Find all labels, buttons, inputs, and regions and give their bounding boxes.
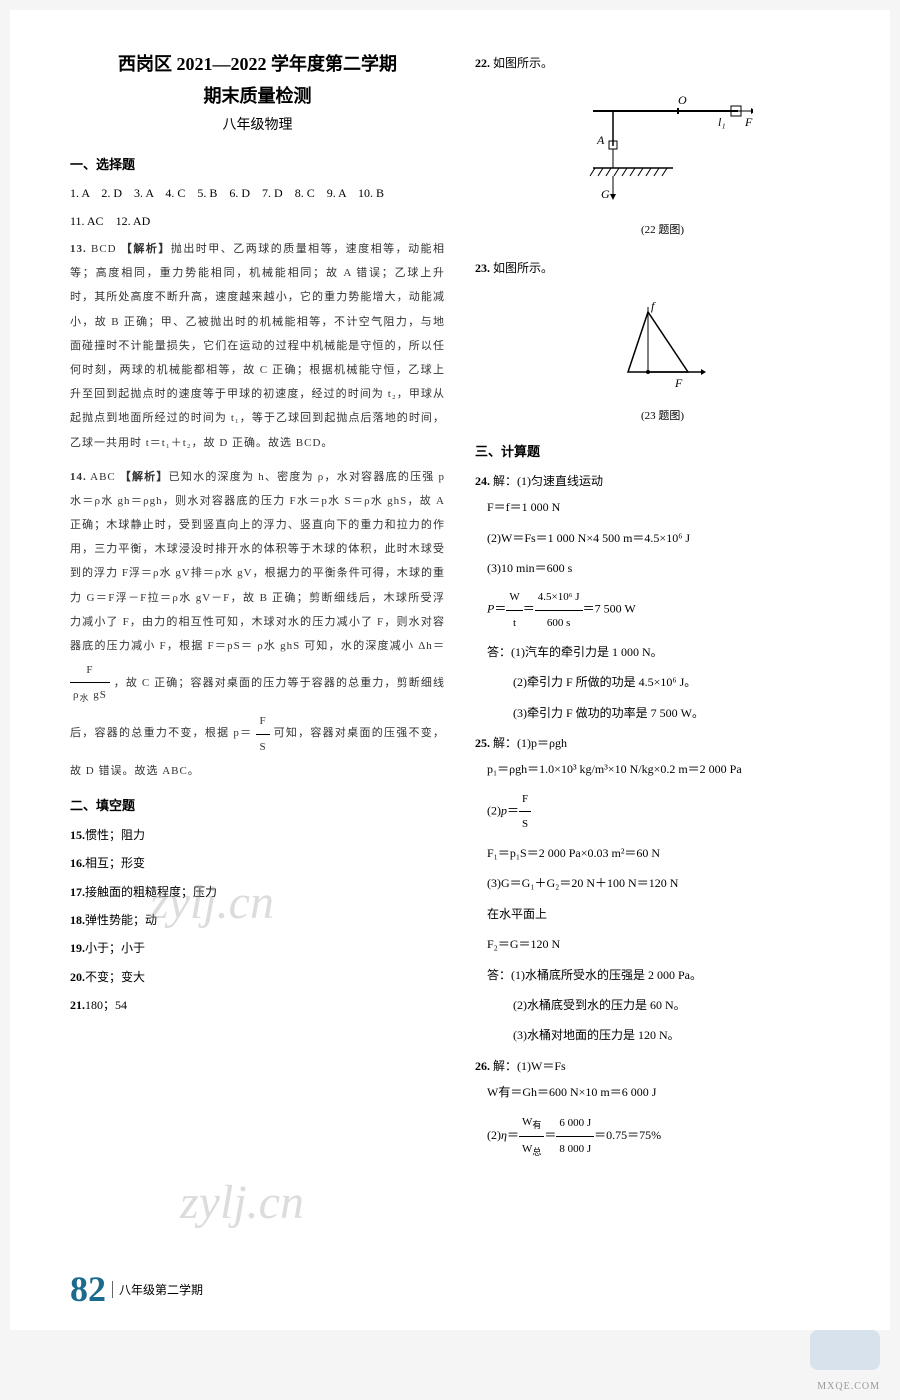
svg-text:G: G bbox=[601, 187, 610, 201]
q20: 20.不变；变大 bbox=[70, 964, 445, 990]
q26-line2: (2)η＝W有W总＝6 000 J8 000 J＝0.75＝75% bbox=[475, 1110, 850, 1163]
q14-text-p4: p＝ bbox=[233, 728, 252, 740]
content-columns: 西岗区 2021—2022 学年度第二学期 期末质量检测 八年级物理 一、选择题… bbox=[70, 50, 850, 1167]
q14-label: 【解析】 bbox=[120, 471, 169, 483]
q24-heading: 24. 解：(1)匀速直线运动 bbox=[475, 468, 850, 494]
q25-ans3: (3)水桶对地面的压力是 120 N。 bbox=[475, 1022, 850, 1048]
q13-text: 抛出时甲、乙两球的质量相等，速度相等，动能相等；高度相同，重力势能相同，机械能相… bbox=[70, 243, 445, 449]
q25-line5: 在水平面上 bbox=[475, 901, 850, 927]
q13-num: 13. bbox=[70, 243, 87, 255]
section3-heading: 三、计算题 bbox=[475, 441, 850, 460]
bottom-url: MXQE.COM bbox=[817, 1381, 880, 1392]
grade-title: 八年级物理 bbox=[70, 114, 445, 134]
section2-heading: 二、填空题 bbox=[70, 795, 445, 814]
q25-line1: p₁＝ρgh＝1.0×10³ kg/m³×10 N/kg×0.2 m＝2 000… bbox=[475, 756, 850, 782]
svg-text:l₁: l₁ bbox=[718, 115, 726, 129]
q14-num: 14. bbox=[70, 471, 87, 483]
svg-text:O: O bbox=[678, 93, 687, 107]
q13-explanation: 13. BCD 【解析】抛出时甲、乙两球的质量相等，速度相等，动能相等；高度相同… bbox=[70, 237, 445, 455]
svg-text:A: A bbox=[596, 133, 605, 147]
svg-text:F: F bbox=[674, 376, 683, 390]
section1-heading: 一、选择题 bbox=[70, 154, 445, 173]
q22-figlabel: (22 题图) bbox=[475, 221, 850, 237]
q22-figure: O F l₁ A bbox=[475, 86, 850, 211]
sub-title: 期末质量检测 bbox=[70, 82, 445, 108]
q19: 19.小于；小于 bbox=[70, 935, 445, 961]
q26-heading: 26. 解：(1)W＝Fs bbox=[475, 1053, 850, 1079]
watermark-2: zylj.cn bbox=[180, 1175, 304, 1230]
right-column: 22. 如图所示。 O F l₁ A bbox=[475, 50, 850, 1167]
q25-heading: 25. 解：(1)p＝ρgh bbox=[475, 730, 850, 756]
q24-line3: (3)10 min＝600 s bbox=[475, 555, 850, 581]
q22-heading: 22. 如图所示。 bbox=[475, 50, 850, 76]
q24-ans1: 答：(1)汽车的牵引力是 1 000 N。 bbox=[475, 639, 850, 665]
corner-badge bbox=[810, 1330, 880, 1370]
q14-frac2: FS bbox=[256, 709, 269, 758]
mc-answers-line1: 1. A 2. D 3. A 4. C 5. B 6. D 7. D 8. C … bbox=[70, 181, 445, 205]
q21: 21.180；54 bbox=[70, 992, 445, 1018]
page-number-badge: 82 八年级第二学期 bbox=[70, 1268, 203, 1310]
q14-answer: ABC bbox=[90, 471, 116, 483]
main-title: 西岗区 2021—2022 学年度第二学期 bbox=[70, 50, 445, 76]
q15: 15.惯性；阻力 bbox=[70, 822, 445, 848]
q14-explanation: 14. ABC 【解析】已知水的深度为 h、密度为 ρ，水对容器底的压强 p水＝… bbox=[70, 465, 445, 783]
q24-line2: (2)W＝Fs＝1 000 N×4 500 m＝4.5×10⁶ J bbox=[475, 525, 850, 551]
q25-line6: F₂＝G＝120 N bbox=[475, 931, 850, 957]
q24-line1: F＝f＝1 000 N bbox=[475, 494, 850, 520]
q13-label: 【解析】 bbox=[121, 243, 171, 255]
q25-line4: (3)G＝G₁＋G₂＝20 N＋100 N＝120 N bbox=[475, 870, 850, 896]
q26-line1: W有＝Gh＝600 N×10 m＝6 000 J bbox=[475, 1079, 850, 1105]
q24-ans2: (2)牵引力 F 所做的功是 4.5×10⁶ J。 bbox=[475, 669, 850, 695]
page-number: 82 bbox=[70, 1268, 106, 1310]
q16: 16.相互；形变 bbox=[70, 850, 445, 876]
q13-answer: BCD bbox=[91, 243, 117, 255]
q23-figlabel: (23 题图) bbox=[475, 407, 850, 423]
q14-frac1: Fρ水 gS bbox=[70, 658, 110, 709]
left-column: 西岗区 2021—2022 学年度第二学期 期末质量检测 八年级物理 一、选择题… bbox=[70, 50, 445, 1167]
q24-power: P＝Wt＝4.5×10⁶ J600 s＝7 500 W bbox=[475, 585, 850, 634]
q23-figure: f F bbox=[475, 292, 850, 397]
mc-answers-line2: 11. AC 12. AD bbox=[70, 209, 445, 233]
q25-ans1: 答：(1)水桶底所受水的压强是 2 000 Pa。 bbox=[475, 962, 850, 988]
q23-heading: 23. 如图所示。 bbox=[475, 255, 850, 281]
q17: 17.接触面的粗糙程度；压力 bbox=[70, 879, 445, 905]
q25-line2: (2)p＝FS bbox=[475, 787, 850, 836]
page-number-text: 八年级第二学期 bbox=[112, 1281, 203, 1298]
q24-ans3: (3)牵引力 F 做功的功率是 7 500 W。 bbox=[475, 700, 850, 726]
q18: 18.弹性势能；动 bbox=[70, 907, 445, 933]
q14-text-p1: 已知水的深度为 h、密度为 ρ，水对容器底的压强 p水＝ρ水 gh＝ρgh，则水… bbox=[70, 471, 445, 652]
svg-text:F: F bbox=[744, 115, 753, 129]
svg-text:f: f bbox=[651, 299, 656, 313]
page-container: 西岗区 2021—2022 学年度第二学期 期末质量检测 八年级物理 一、选择题… bbox=[10, 10, 890, 1330]
q25-ans2: (2)水桶底受到水的压力是 60 N。 bbox=[475, 992, 850, 1018]
q25-line3: F₁＝p₁S＝2 000 Pa×0.03 m²＝60 N bbox=[475, 840, 850, 866]
q14-text-p2: ρ水 ghS 可知，水的深度减小 Δh＝ bbox=[257, 640, 445, 652]
